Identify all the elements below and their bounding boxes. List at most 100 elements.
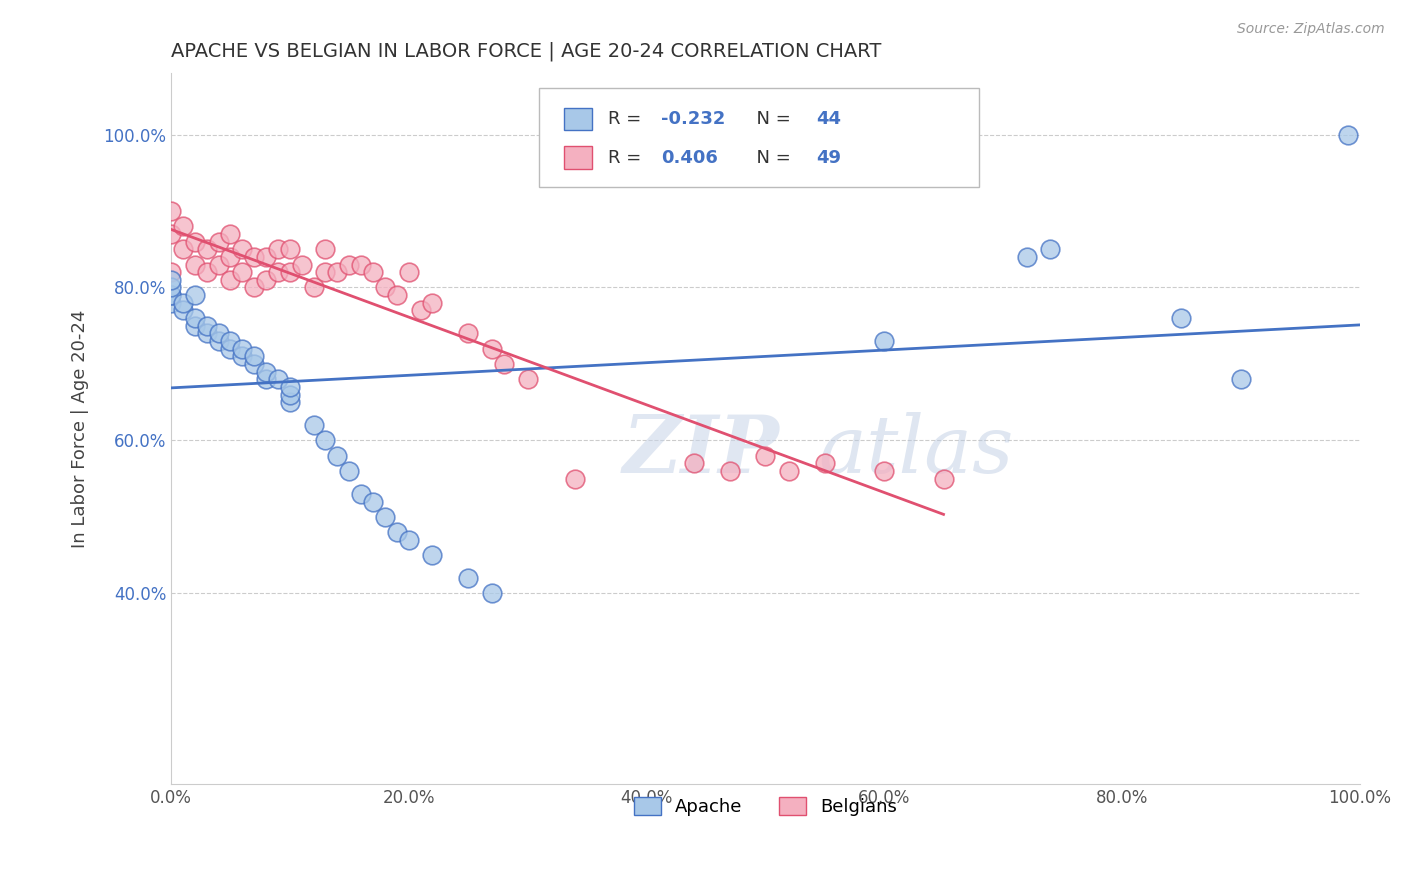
FancyBboxPatch shape (540, 87, 979, 187)
Point (184, 318, 207, 333)
Point (278, 380, 301, 394)
Point (278, 242, 301, 256)
Point (374, 509, 396, 524)
Point (385, 288, 408, 302)
Point (361, 265, 384, 279)
Point (219, 334, 242, 348)
Point (254, 365, 277, 379)
Point (873, 334, 896, 348)
Point (160, 204, 183, 219)
Point (778, 464, 800, 478)
Point (207, 334, 229, 348)
Point (184, 311, 207, 326)
Point (278, 265, 301, 279)
Point (219, 227, 242, 241)
Text: N =: N = (745, 149, 796, 167)
Point (374, 280, 396, 294)
Point (207, 235, 229, 249)
Point (278, 387, 301, 401)
Point (315, 434, 337, 448)
Point (337, 464, 360, 478)
FancyBboxPatch shape (564, 146, 592, 169)
Point (172, 295, 194, 310)
Point (243, 349, 266, 363)
Text: 0.406: 0.406 (661, 149, 718, 167)
Point (564, 472, 586, 486)
Point (1015, 250, 1038, 264)
Legend: Apache, Belgians: Apache, Belgians (624, 788, 905, 825)
Point (422, 548, 444, 562)
Point (337, 258, 360, 272)
Point (302, 418, 325, 433)
Point (160, 288, 183, 302)
Point (254, 273, 277, 287)
Point (398, 265, 420, 279)
Point (231, 265, 253, 279)
Point (184, 288, 207, 302)
Text: 44: 44 (815, 110, 841, 128)
Text: N =: N = (745, 110, 796, 128)
Point (350, 487, 373, 501)
Point (160, 227, 183, 241)
Point (219, 342, 242, 356)
Text: R =: R = (607, 110, 647, 128)
Point (267, 372, 290, 386)
Point (160, 273, 183, 287)
Point (1336, 128, 1358, 142)
Y-axis label: In Labor Force | Age 20-24: In Labor Force | Age 20-24 (72, 310, 89, 548)
Point (302, 280, 325, 294)
Point (207, 326, 229, 341)
Point (172, 219, 194, 234)
Text: atlas: atlas (818, 411, 1014, 489)
Point (219, 273, 242, 287)
Text: APACHE VS BELGIAN IN LABOR FORCE | AGE 20-24 CORRELATION CHART: APACHE VS BELGIAN IN LABOR FORCE | AGE 2… (172, 42, 882, 62)
Point (172, 242, 194, 256)
Point (160, 265, 183, 279)
Point (243, 357, 266, 371)
Point (254, 372, 277, 386)
Point (160, 280, 183, 294)
Point (160, 295, 183, 310)
Point (718, 464, 741, 478)
FancyBboxPatch shape (564, 108, 592, 130)
Point (184, 258, 207, 272)
Text: 49: 49 (815, 149, 841, 167)
Point (457, 571, 479, 585)
Point (1039, 242, 1062, 256)
Point (291, 258, 314, 272)
Point (315, 265, 337, 279)
Point (207, 258, 229, 272)
Point (481, 342, 503, 356)
Point (243, 280, 266, 294)
Point (1170, 311, 1192, 326)
Point (385, 525, 408, 540)
Point (409, 303, 432, 318)
Point (195, 265, 218, 279)
Point (481, 586, 503, 600)
Point (457, 326, 479, 341)
Point (326, 265, 349, 279)
Point (231, 349, 253, 363)
Point (814, 456, 837, 470)
Text: Source: ZipAtlas.com: Source: ZipAtlas.com (1237, 22, 1385, 37)
Point (315, 242, 337, 256)
Point (195, 326, 218, 341)
Point (361, 494, 384, 508)
Point (1229, 372, 1251, 386)
Point (754, 449, 776, 463)
Point (350, 258, 373, 272)
Text: ZIP: ZIP (623, 411, 779, 489)
Point (172, 303, 194, 318)
Point (267, 242, 290, 256)
Point (160, 288, 183, 302)
Point (267, 265, 290, 279)
Point (184, 235, 207, 249)
Point (231, 342, 253, 356)
Point (492, 357, 515, 371)
Point (243, 250, 266, 264)
Point (219, 250, 242, 264)
Point (278, 395, 301, 409)
Text: R =: R = (607, 149, 647, 167)
Text: -0.232: -0.232 (661, 110, 725, 128)
Point (254, 250, 277, 264)
